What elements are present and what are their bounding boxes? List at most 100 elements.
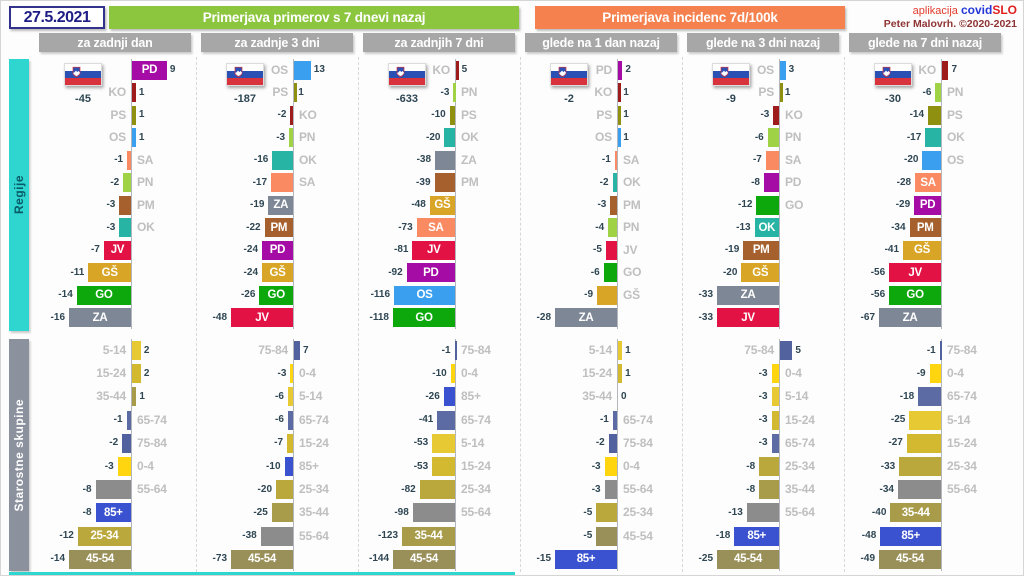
bar — [132, 364, 141, 384]
bar-code-label: 15-24 — [785, 412, 815, 427]
zero-axis — [617, 59, 618, 329]
bar-value-label: -92 — [388, 266, 403, 278]
bar-row: 1 PS — [525, 104, 677, 127]
bar-row: -3 0-4 — [687, 362, 839, 385]
next-section-strip — [9, 572, 515, 575]
bar-code-label: 75-84 — [623, 435, 653, 450]
bar-value-label: -24 — [243, 266, 258, 278]
bar-value-label: -116 — [370, 289, 391, 301]
section-strip-regions: Regije — [9, 59, 29, 331]
bar-code-label: OS — [271, 62, 288, 77]
bar-row: GŠ -24 — [201, 262, 353, 285]
bar-value-label: -20 — [257, 483, 272, 495]
bar-row: GŠ -41 — [849, 239, 1001, 262]
bar-code-label: 75-84 — [258, 343, 288, 358]
bar — [771, 364, 779, 384]
bar-code-label: PN — [623, 220, 640, 235]
bar-code-label: KO — [299, 107, 317, 122]
bar-code-label: ZA — [740, 289, 756, 302]
chart-regions-incidence-vs-3-days: 3 OS 1 PS -3 KO -6 PN -7 SA -8 PD -12 GO OK -13 PM -19 GŠ -… — [687, 59, 839, 329]
bar-row: 85+ -8 — [39, 501, 191, 524]
bar-value-label: -14 — [58, 289, 73, 301]
bar-code-label: 0-4 — [785, 366, 802, 381]
bar-row: JV -7 — [39, 239, 191, 262]
bar-row: 85+ -18 — [687, 525, 839, 548]
bar-value-label: -8 — [751, 176, 760, 188]
bar-value-label: -1 — [114, 154, 124, 166]
bar-code-label: GO — [785, 197, 804, 212]
bar-code-label: GO — [906, 289, 924, 302]
bar-row: PM -19 — [687, 239, 839, 262]
bar-code-label: 45-54 — [734, 553, 762, 566]
bar: GO — [889, 285, 941, 305]
bar-code-label: 35-44 — [785, 482, 815, 497]
bar-row: ZA -67 — [849, 307, 1001, 330]
bar-value-label: -7 — [752, 154, 762, 166]
bar-value-label: -56 — [870, 289, 886, 301]
slovenia-flag-icon — [389, 64, 425, 85]
brand-slo: SLO — [992, 3, 1017, 17]
bar-value-label: -4 — [595, 221, 605, 233]
bar-value-label: -6 — [274, 390, 284, 402]
bar-code-label: 75-84 — [947, 343, 977, 358]
national-total-block: -633 — [381, 63, 433, 105]
bar-row: -2 KO — [201, 104, 353, 127]
bar-code-label: PM — [137, 197, 155, 212]
bar-code-label: 25-34 — [90, 530, 119, 543]
bar-row: 45-54 -14 — [39, 548, 191, 571]
bar-value-label: -40 — [871, 506, 887, 518]
bar-row: -20 25-34 — [201, 478, 353, 501]
bar: JV — [412, 240, 455, 260]
bar-row: -3 0-4 — [39, 455, 191, 478]
national-total-value: -45 — [75, 93, 91, 105]
bar-value-label: -17 — [252, 176, 268, 188]
bar-value-label: -3 — [106, 199, 116, 211]
bar — [271, 173, 293, 193]
bar-row: 1 PS — [201, 82, 353, 105]
bar-value-label: 9 — [169, 64, 176, 76]
bar-row: -1 SA — [525, 149, 677, 172]
zero-axis — [293, 59, 294, 329]
bar-value-label: -16 — [50, 311, 65, 323]
bar: 45-54 — [69, 549, 131, 569]
bar-code-label: JV — [426, 244, 441, 257]
bar-value-label: -73 — [212, 553, 227, 565]
bar-code-label: 0-4 — [137, 459, 154, 474]
bar-value-label: -13 — [736, 221, 751, 233]
bar-row: JV -33 — [687, 307, 839, 330]
bar — [119, 195, 131, 215]
bar — [117, 457, 131, 477]
bar-row: 45-54 -144 — [363, 548, 515, 571]
bar: PD — [262, 240, 293, 260]
bar — [612, 173, 617, 193]
bar-code-label: 5-14 — [461, 435, 485, 450]
chart-ages-last-3-days: 7 75-84 -3 0-4 -6 5-14 -6 65-74 -7 15-24 -10 85+ -20… — [201, 339, 353, 571]
bar-code-label: ZA — [578, 311, 594, 324]
bar — [596, 526, 617, 546]
bar — [909, 410, 941, 430]
bar — [453, 83, 456, 103]
bar — [763, 173, 779, 193]
bar-code-label: PS — [758, 85, 774, 100]
bar-code-label: 0-4 — [947, 366, 964, 381]
bar-row: 45-54 -25 — [687, 548, 839, 571]
bar-code-label: 0-4 — [623, 459, 640, 474]
national-total-block: -9 — [705, 63, 757, 105]
bar-row: -25 5-14 — [849, 409, 1001, 432]
bar-value-label: -3 — [591, 483, 601, 495]
bar — [610, 195, 617, 215]
bar — [290, 105, 293, 125]
chart-regions-last-day: PD 9 1 KO 1 PS 1 OS -1 SA -2 PN -3 PM -3 OK JV -7 GŠ -11 GO -… — [39, 59, 191, 329]
bar-code-label: 55-64 — [623, 482, 653, 497]
bar-value-label: -29 — [895, 199, 911, 211]
bar — [276, 480, 293, 500]
bar-code-label: JV — [908, 266, 922, 279]
bar — [456, 60, 459, 80]
bar — [918, 387, 941, 407]
bar-value-label: -3 — [591, 460, 601, 472]
header-cases-comparison: Primerjava primerov s 7 dnevi nazaj — [109, 6, 519, 29]
bar-row: -2 OK — [525, 172, 677, 195]
bar-value-label: -10 — [266, 460, 281, 472]
chart-regions-incidence-vs-7-days: 7 KO -6 PN -14 PS -17 OK -20 OS SA -28 PD -29 PM -34 GŠ -… — [849, 59, 1001, 329]
bar-value-label: 1 — [623, 131, 629, 143]
